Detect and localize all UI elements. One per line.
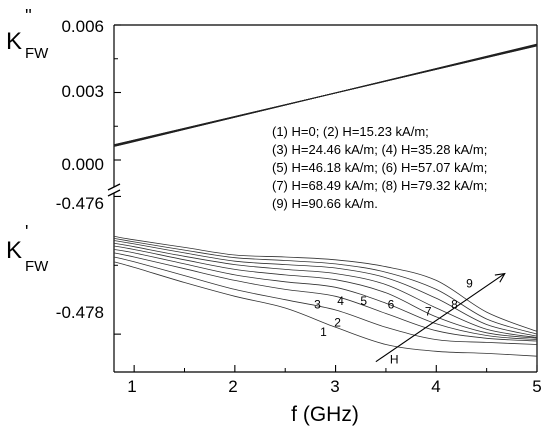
arrow-head xyxy=(494,272,506,283)
upper-series-line-9 xyxy=(113,45,538,146)
y-axis-label-upper: K '' FW xyxy=(6,6,49,62)
y-axis-label-lower-sup: ' xyxy=(25,222,28,242)
lower-series-line-3 xyxy=(113,252,538,342)
y-axis-label-upper-main: K xyxy=(6,28,22,55)
curve-label-9: 9 xyxy=(466,276,473,290)
y-axis-label-lower: K ' FW xyxy=(6,222,49,275)
curve-labels: 123 4 5 6 7 89 xyxy=(314,276,473,339)
legend-line-1: (1) H=0; (2) H=15.23 kA/m; xyxy=(272,124,429,139)
arrow-shaft xyxy=(375,273,506,363)
curve-label-2: 2 xyxy=(334,316,341,330)
lower-series-line-9 xyxy=(113,236,538,332)
legend-line-5: (9) H=90.66 kA/m. xyxy=(272,196,378,211)
axis-break xyxy=(107,183,121,197)
y-tick-label-upper-1: 0.003 xyxy=(61,82,104,101)
axis-break-mark-1 xyxy=(107,183,121,191)
legend-line-3: (5) H=46.18 kA/m; (6) H=57.07 kA/m; xyxy=(272,160,487,175)
legend: (1) H=0; (2) H=15.23 kA/m; (3) H=24.46 k… xyxy=(272,124,487,211)
legend-line-4: (7) H=68.49 kA/m; (8) H=79.32 kA/m; xyxy=(272,178,487,193)
lower-series-line-4 xyxy=(113,249,538,340)
lower-series-line-6 xyxy=(113,242,538,338)
lower-series-line-1 xyxy=(113,261,538,357)
legend-line-2: (3) H=24.46 kA/m; (4) H=35.28 kA/m; xyxy=(272,142,487,157)
curve-label-3: 3 xyxy=(314,298,321,312)
lower-series-line-8 xyxy=(113,238,538,335)
field-arrow: H xyxy=(375,272,506,367)
curve-label-5: 5 xyxy=(360,294,367,308)
lower-series-line-2 xyxy=(113,256,538,345)
lower-panel-series xyxy=(113,236,538,357)
y-axis-label-lower-sub: FW xyxy=(25,258,49,275)
x-axis-label: f (GHz) xyxy=(291,403,359,426)
lower-series-line-7 xyxy=(113,240,538,337)
curve-label-7: 7 xyxy=(425,305,432,319)
y-tick-label-upper-2: 0.000 xyxy=(61,155,104,174)
upper-panel-series xyxy=(113,43,538,147)
x-tick-label-1: 1 xyxy=(127,377,136,396)
axis-break-mark-2 xyxy=(107,189,121,197)
x-tick-label-2: 2 xyxy=(228,377,237,396)
y-axis-label-upper-sub: FW xyxy=(25,45,49,62)
y-axis-label-lower-main: K xyxy=(6,237,22,264)
axis-ticks xyxy=(114,24,538,372)
x-tick-label-5: 5 xyxy=(532,377,541,396)
y-tick-label-upper-0: 0.006 xyxy=(61,17,104,36)
y-axis-label-upper-sup: '' xyxy=(25,6,32,26)
curve-label-6: 6 xyxy=(388,298,395,312)
curve-label-1: 1 xyxy=(320,325,327,339)
lower-series-line-5 xyxy=(113,245,538,339)
y-tick-label-lower-0: -0.476 xyxy=(56,194,104,213)
y-tick-label-lower-1: -0.478 xyxy=(56,303,104,322)
x-tick-label-3: 3 xyxy=(330,377,339,396)
x-tick-label-4: 4 xyxy=(431,377,440,396)
curve-label-8: 8 xyxy=(451,298,458,312)
arrow-label: H xyxy=(390,353,399,367)
curve-label-4: 4 xyxy=(337,294,344,308)
